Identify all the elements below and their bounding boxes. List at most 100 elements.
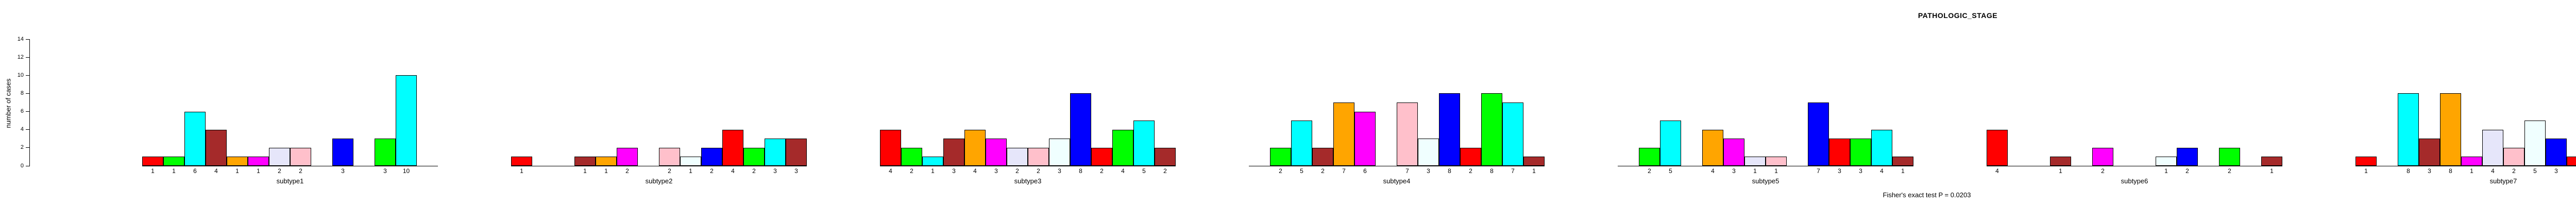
bar-value-label: 1 <box>172 167 176 175</box>
bar-stage-ib <box>964 129 986 166</box>
bar-stage-iic <box>2524 121 2546 166</box>
bar-slot: 2 <box>2219 39 2240 174</box>
y-tick-label: 10 <box>17 72 24 78</box>
bar-value-label: 1 <box>2470 167 2473 175</box>
bar-value-label: 8 <box>1448 167 1451 175</box>
bar-value-label: 7 <box>1817 167 1820 175</box>
bar-group-subtype1: 1 1 6 4 1 1 2 2 3 3 10 subtype1 <box>142 39 438 184</box>
bar-slot: 3 <box>332 39 353 174</box>
bar-slot: 7 <box>1808 39 1829 174</box>
bar-slot: 3 <box>1723 39 1744 174</box>
bar-value-label: 7 <box>1511 167 1515 175</box>
bar-slot: 2 <box>743 39 765 174</box>
bar-slot <box>553 39 574 166</box>
bar-stage-iii <box>1439 93 1460 166</box>
bar-value-label: 4 <box>889 167 892 175</box>
y-tick-mark <box>26 147 29 148</box>
bar-slot <box>532 39 553 166</box>
bar-value-label: 1 <box>583 167 587 175</box>
bar-slot: 4 <box>964 39 986 174</box>
bar-slot: 1 <box>2355 39 2377 174</box>
bar-stage-ib <box>1702 129 1723 166</box>
bar-slot: 1 <box>2461 39 2482 174</box>
bar-slot <box>2008 39 2029 166</box>
bar-stage-ib <box>596 157 617 166</box>
bar-stage-iii <box>2177 147 2198 166</box>
bar-stage-iib <box>1028 147 1049 166</box>
bar-value-label: 2 <box>1163 167 1167 175</box>
bar-value-label: 3 <box>773 167 777 175</box>
bar-slot: 1 <box>2261 39 2282 174</box>
bar-stage-iv <box>1892 157 1913 166</box>
y-tick-label: 12 <box>17 54 24 60</box>
bar-slot: 3 <box>2546 39 2567 174</box>
bar-stage-iiib <box>1112 129 1133 166</box>
bar-stage-0 <box>1270 147 1291 166</box>
bar-stage-i <box>184 111 206 166</box>
bar-slot <box>638 39 659 166</box>
y-tick-mark <box>26 129 29 130</box>
bar-i-ii-nos <box>511 157 532 166</box>
bar-slot: 3 <box>375 39 396 174</box>
bar-stage-iv <box>2261 157 2282 166</box>
bar-value-label: 2 <box>1100 167 1104 175</box>
bar-slot: 2 <box>1312 39 1333 174</box>
bar-slot: 4 <box>1987 39 2008 174</box>
bar-stage-i <box>2398 93 2419 166</box>
bar-value-label: 3 <box>2554 167 2558 175</box>
bar-value-label: 4 <box>1121 167 1125 175</box>
bar-stage-iii <box>1070 93 1091 166</box>
bar-slot: 3 <box>1850 39 1871 174</box>
bar-slot: 1 <box>142 39 163 174</box>
bar-stage-ib <box>1333 102 1354 166</box>
bar-slot: 3 <box>786 39 807 174</box>
bar-stage-iib <box>659 147 680 166</box>
bar-value-label: 8 <box>2449 167 2452 175</box>
bar-value-label: 3 <box>2428 167 2431 175</box>
bar-stage-iiia <box>722 129 743 166</box>
bar-value-label: 6 <box>193 167 197 175</box>
bar-stage-iiia <box>2567 157 2576 166</box>
bar-value-label: 8 <box>2406 167 2410 175</box>
bar-stage-iv <box>1523 157 1545 166</box>
bar-slot <box>1376 39 1397 166</box>
bar-value-label: 5 <box>1669 167 1672 175</box>
bar-stage-iii <box>701 147 722 166</box>
bar-stage-ib <box>227 157 248 166</box>
bar-value-label: 2 <box>278 167 281 175</box>
bar-value-label: 3 <box>952 167 956 175</box>
bar-stage-iic <box>1049 139 1070 166</box>
bar-slot <box>2113 39 2134 166</box>
bar-slot: 4 <box>1871 39 1892 174</box>
bar-stage-0 <box>1639 147 1660 166</box>
bar-value-label: 7 <box>1342 167 1346 175</box>
bar-value-label: 2 <box>1015 167 1019 175</box>
bar-slot: 5 <box>1133 39 1155 174</box>
y-tick-mark <box>26 75 29 76</box>
bar-slot: 4 <box>722 39 743 174</box>
bar-value-label: 2 <box>710 167 714 175</box>
bar-slot: 8 <box>1481 39 1502 174</box>
bar-slot: 1 <box>248 39 269 174</box>
bar-value-label: 10 <box>402 167 410 175</box>
x-category-label: subtype4 <box>1383 177 1411 185</box>
bar-value-label: 4 <box>2491 167 2495 175</box>
bar-value-label: 1 <box>520 167 523 175</box>
bar-slot <box>2377 39 2398 166</box>
bar-value-label: 3 <box>794 167 798 175</box>
bar-stage-iia <box>269 147 290 166</box>
bar-stage-ii <box>2092 147 2113 166</box>
bar-slot: 2 <box>1028 39 1049 174</box>
bar-stage-ia <box>2419 139 2440 166</box>
bar-value-label: 2 <box>910 167 913 175</box>
bar-value-label: 1 <box>2059 167 2062 175</box>
bar-slot: 1 <box>680 39 701 174</box>
bar-value-label: 4 <box>1995 167 1999 175</box>
bar-value-label: 1 <box>1532 167 1536 175</box>
bar-value-label: 3 <box>994 167 998 175</box>
bar-stage-iiib <box>2219 147 2240 166</box>
bar-slot: 2 <box>1639 39 1660 174</box>
bar-group-subtype5: 2 5 4 3 1 1 7 3 3 4 1 subtype5 <box>1618 39 1913 184</box>
bar-slot: 2 <box>2092 39 2113 174</box>
bar-value-label: 1 <box>604 167 608 175</box>
